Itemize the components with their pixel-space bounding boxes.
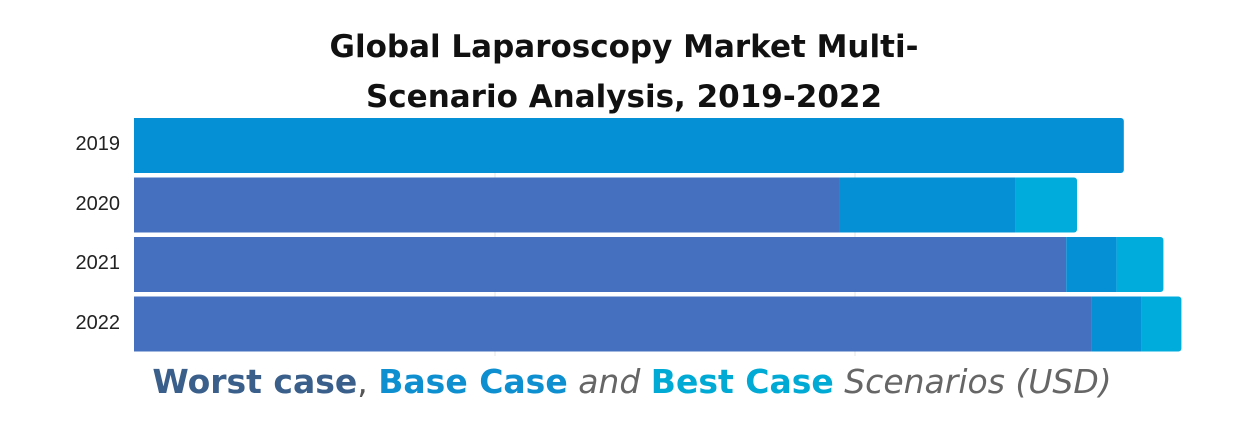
bar-2019-end-cap: [1115, 118, 1124, 173]
bar-2021-end-cap: [1155, 237, 1164, 292]
legend-separator-2: and: [567, 362, 651, 401]
y-tick-label-2020: 2020: [75, 193, 121, 215]
legend-worst-case: Worst case: [152, 362, 358, 401]
chart-title: Global Laparoscopy Market Multi- Scenari…: [0, 22, 1248, 122]
legend-best-case: Best Case: [650, 362, 834, 401]
bar-2021-base: [1066, 237, 1117, 292]
chart-title-line2: Scenario Analysis, 2019-2022: [365, 79, 883, 115]
chart-title-line1: Global Laparoscopy Market Multi-: [329, 29, 919, 65]
y-tick-label-2019: 2019: [75, 133, 121, 155]
bar-2021-worst: [134, 237, 1067, 292]
bar-2020-worst: [134, 177, 840, 233]
bar-2020-base: [839, 177, 1016, 233]
chart-legend-caption: Worst case, Base Case and Best Case Scen…: [0, 362, 1248, 401]
bar-2019-base: [134, 118, 1121, 173]
legend-separator-1: ,: [357, 362, 379, 401]
bar-2020-best: [1015, 177, 1075, 233]
bar-2022-base: [1091, 296, 1142, 352]
bar-2022-end-cap: [1173, 296, 1182, 352]
bar-2020-end-cap: [1069, 177, 1078, 233]
y-tick-label-2021: 2021: [75, 252, 121, 274]
bar-2021-best: [1116, 237, 1161, 292]
bar-2022-best: [1141, 296, 1179, 352]
y-tick-label-2022: 2022: [75, 312, 121, 334]
legend-units: Scenarios (USD): [833, 362, 1112, 401]
bar-2022-worst: [134, 296, 1092, 352]
legend-base-case: Base Case: [378, 362, 568, 401]
